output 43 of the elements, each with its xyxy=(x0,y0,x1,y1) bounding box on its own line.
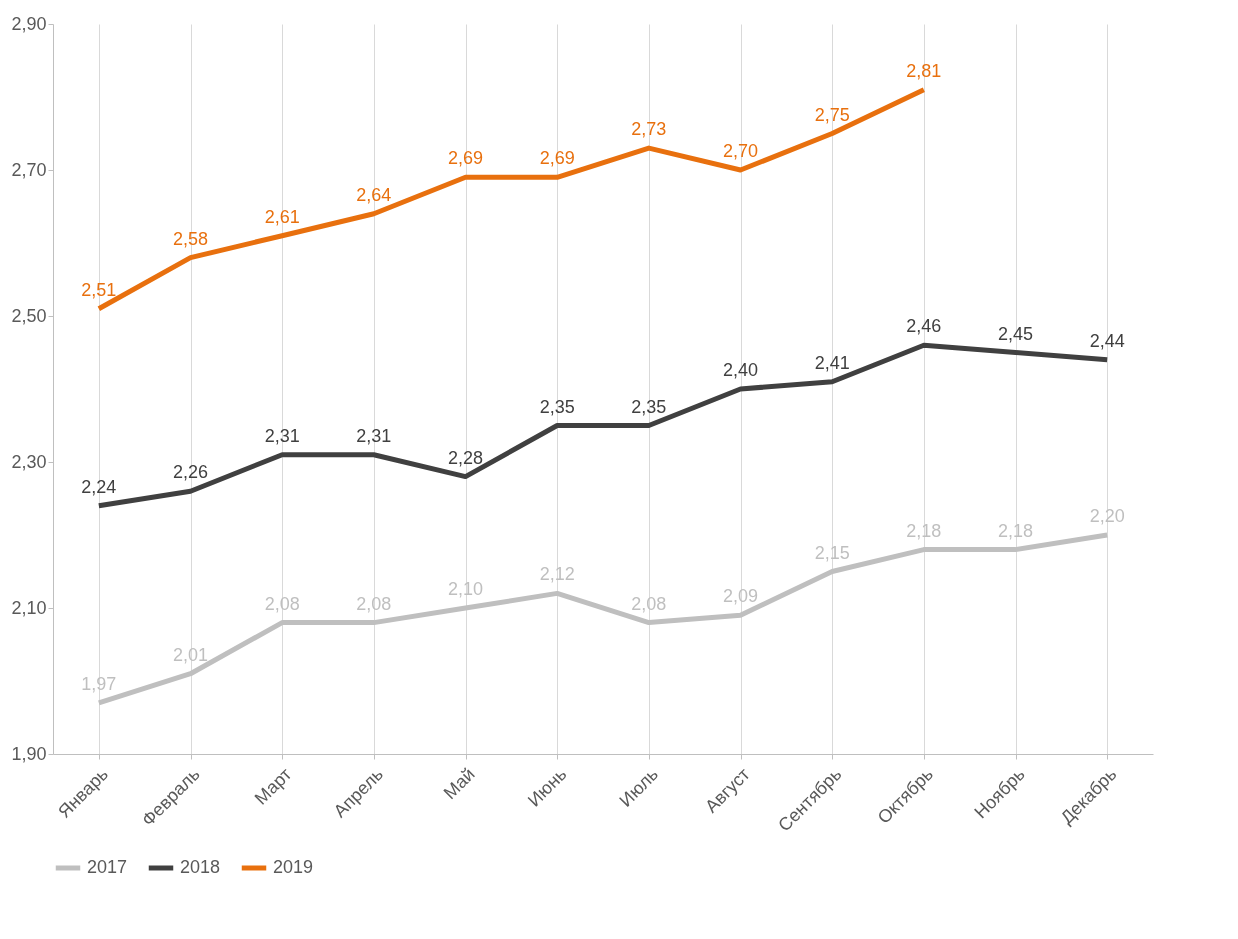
data-label: 2,35 xyxy=(631,396,667,417)
data-label: 2,45 xyxy=(997,323,1034,344)
data-label: 2,41 xyxy=(814,352,850,373)
data-label: 2,15 xyxy=(814,542,850,563)
data-label: 2,40 xyxy=(722,360,759,380)
data-label: 2,08 xyxy=(631,593,667,614)
data-label: 2,31 xyxy=(356,425,392,446)
legend-label: 2017 xyxy=(87,857,128,877)
data-label: 2,08 xyxy=(356,593,392,614)
y-tick-label: 2,70 xyxy=(11,159,47,180)
y-tick-label: 2,10 xyxy=(11,597,47,618)
data-label: 2,18 xyxy=(906,520,942,541)
data-label: 2,01 xyxy=(172,644,209,665)
legend-label: 2018 xyxy=(180,857,221,877)
data-label: 2,26 xyxy=(172,462,209,483)
data-label: 2,09 xyxy=(722,586,759,607)
data-label: 2,18 xyxy=(997,520,1034,541)
data-label: 2,75 xyxy=(814,104,850,125)
data-label: 2,64 xyxy=(356,184,392,205)
y-tick-label: 1,90 xyxy=(11,743,47,764)
data-label: 2,10 xyxy=(447,579,484,599)
data-label: 2,28 xyxy=(447,447,484,468)
data-label: 2,44 xyxy=(1089,330,1125,351)
data-label: 2,69 xyxy=(447,148,484,169)
data-label: 2,61 xyxy=(264,206,300,227)
data-label: 2,20 xyxy=(1089,506,1125,526)
data-label: 2,46 xyxy=(906,316,942,337)
data-label: 2,08 xyxy=(264,593,300,614)
legend-label: 2019 xyxy=(273,857,314,877)
data-label: 2,51 xyxy=(81,279,117,300)
data-label: 2,81 xyxy=(906,60,942,81)
data-label: 2,31 xyxy=(264,425,300,446)
data-label: 2,73 xyxy=(631,119,667,140)
data-label: 1,97 xyxy=(81,673,117,694)
data-label: 2,70 xyxy=(722,141,759,161)
data-label: 2,69 xyxy=(539,148,575,169)
data-label: 2,24 xyxy=(81,476,117,497)
y-tick-label: 2,30 xyxy=(11,451,47,472)
y-tick-label: 2,50 xyxy=(11,305,47,326)
data-label: 2,58 xyxy=(172,228,209,249)
y-tick-label: 2,90 xyxy=(11,13,47,34)
data-label: 2,35 xyxy=(539,396,575,417)
data-label: 2,12 xyxy=(539,564,575,585)
